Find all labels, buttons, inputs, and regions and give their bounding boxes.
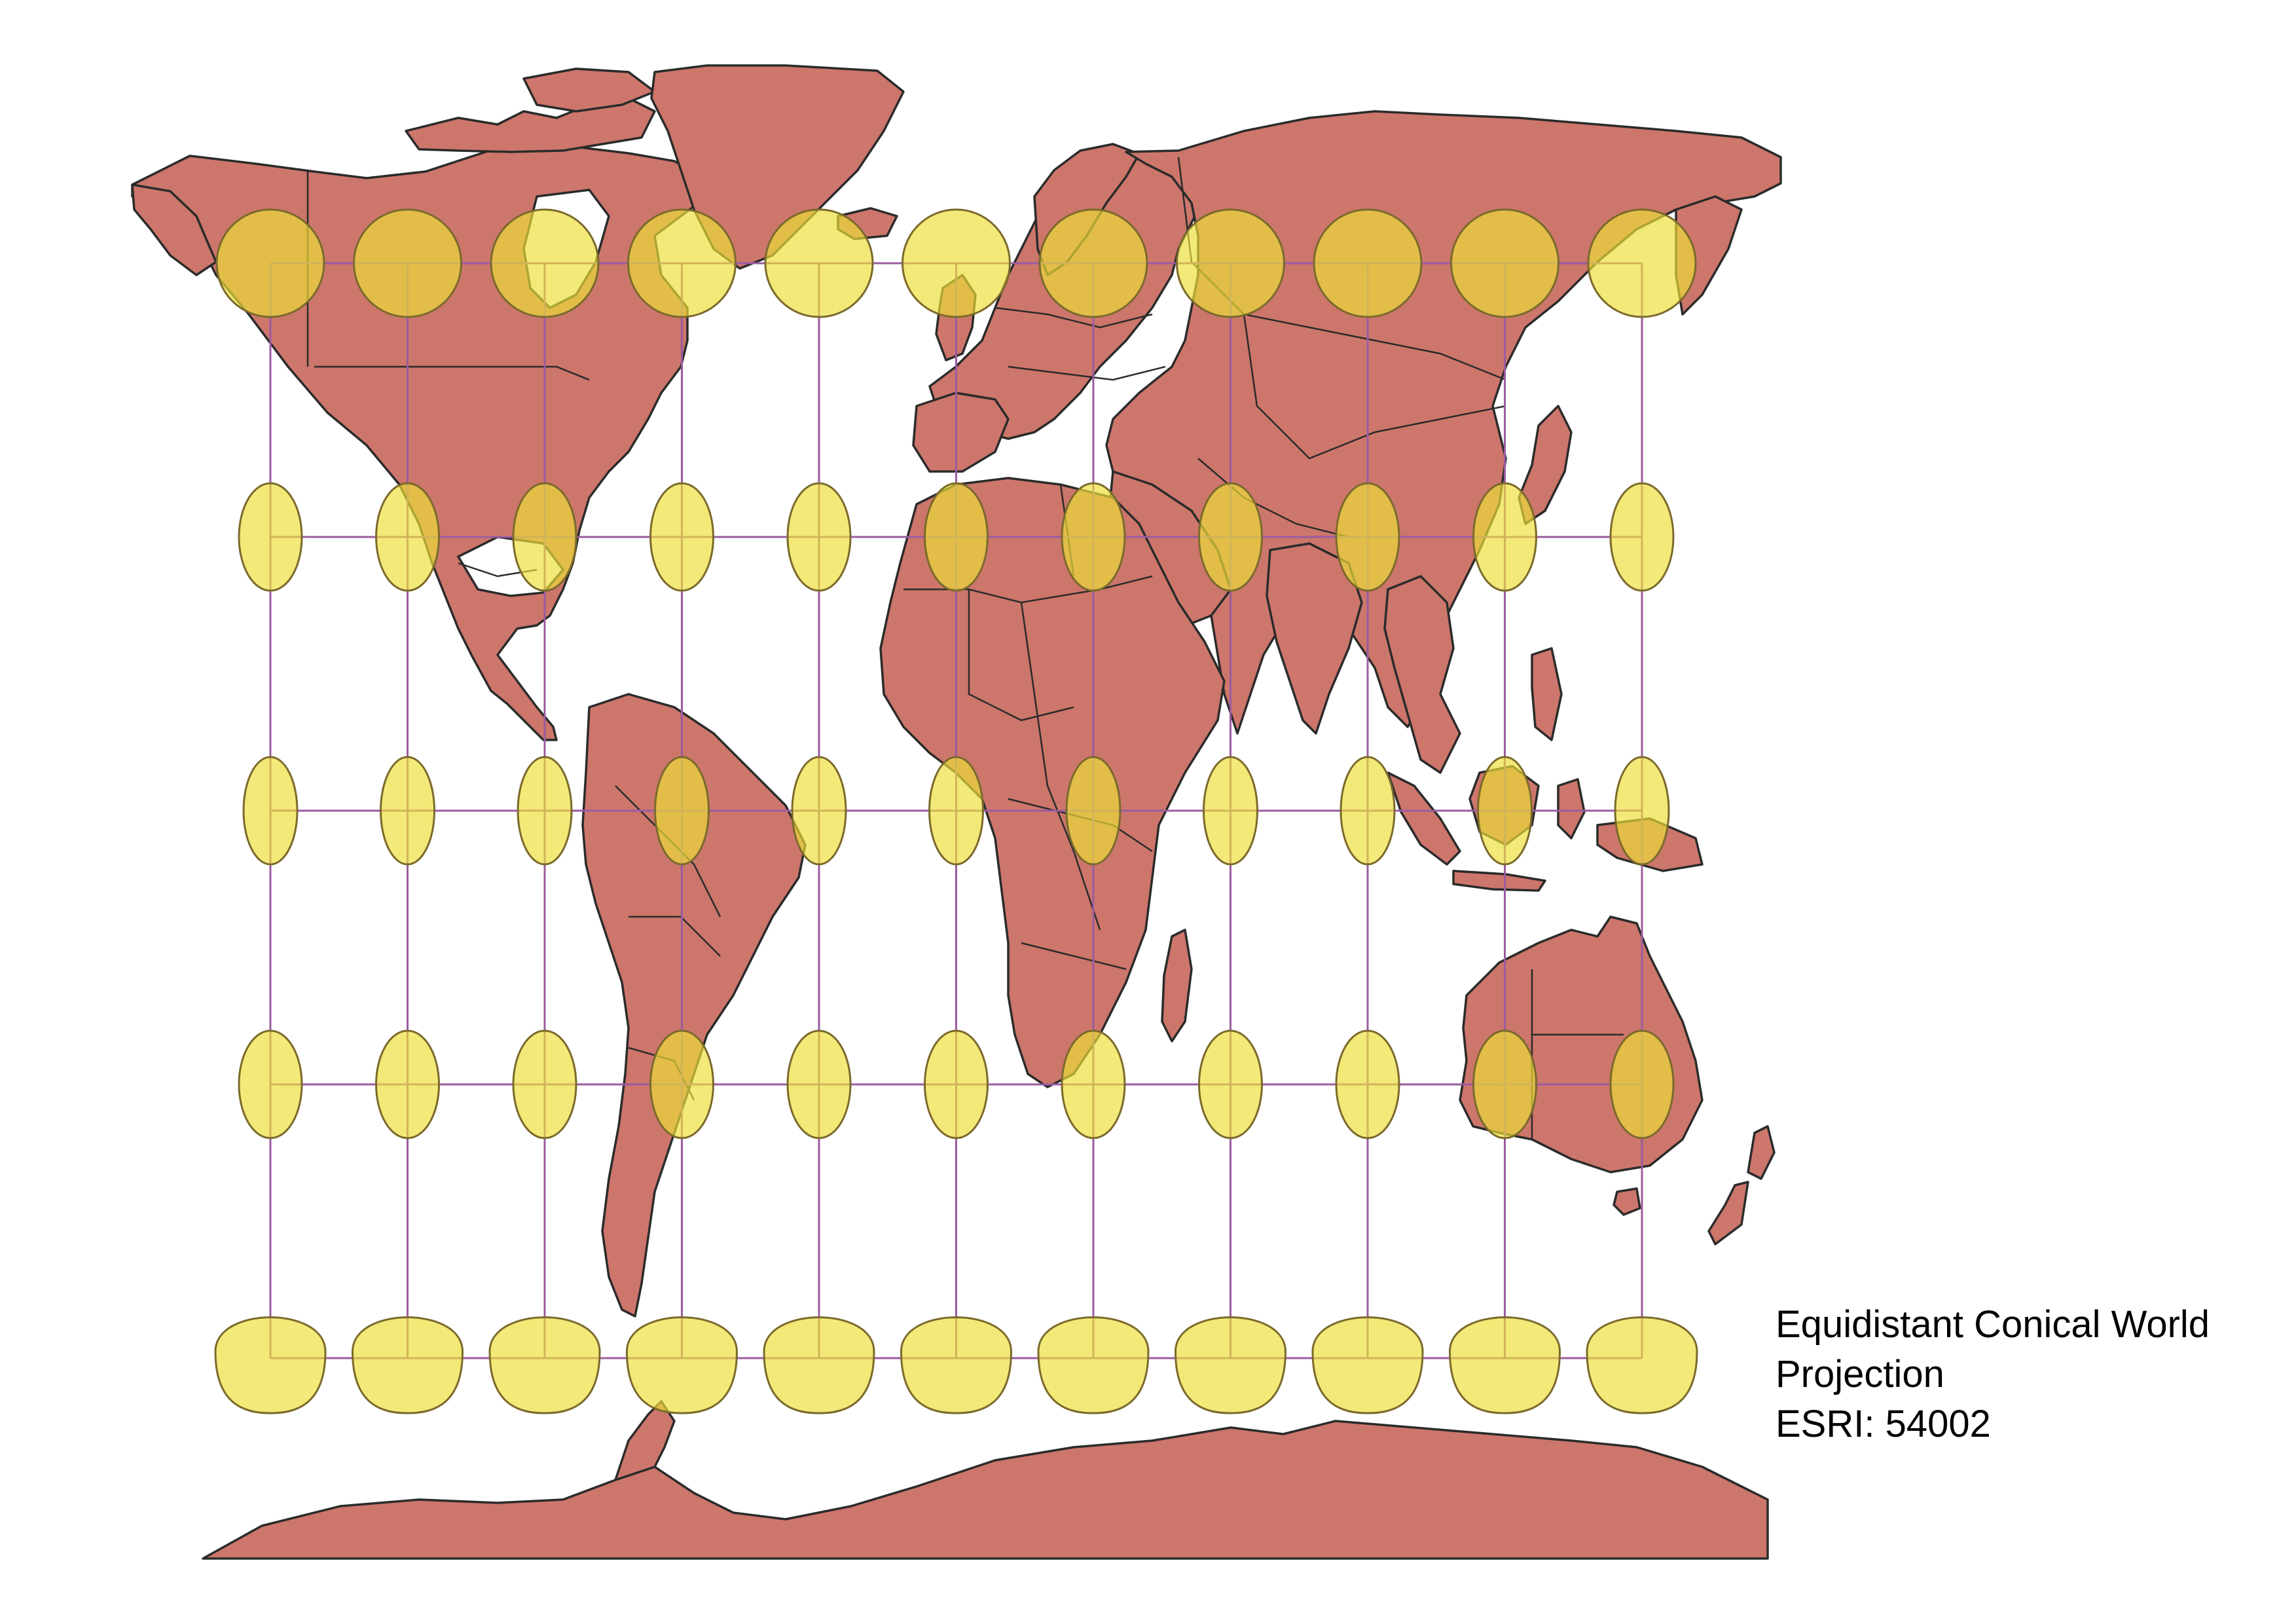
- indicatrix-lat80-lon72: [1176, 208, 1285, 318]
- indicatrix-lat40-lon72: [1198, 482, 1263, 592]
- indicatrix-lat-80-lon144: [1448, 1316, 1561, 1414]
- indicatrix-lat80-lon-180: [215, 208, 325, 318]
- indicatrix-lat0-lon144: [1477, 756, 1533, 866]
- indicatrix-lat0-lon-36: [791, 756, 847, 866]
- indicatrix-lat40-lon36: [1061, 482, 1126, 592]
- indicatrix-lat40-lon-36: [786, 482, 852, 592]
- indicatrix-lat80-lon144: [1450, 208, 1559, 318]
- indicatrix-lat0-lon-144: [380, 756, 435, 866]
- caption-line-2: Projection: [1776, 1353, 1944, 1395]
- indicatrix-lat-80-lon-36: [763, 1316, 875, 1414]
- arctic-islands: [405, 97, 656, 153]
- landmasses: [131, 64, 1782, 1560]
- iberia: [912, 392, 1010, 473]
- caption-line-3: ESRI: 54002: [1776, 1403, 1991, 1445]
- antarctic-peninsula: [614, 1400, 676, 1481]
- southeast-asia: [1383, 575, 1461, 774]
- madagascar: [1161, 929, 1193, 1043]
- indicatrix-lat-40-lon72: [1198, 1029, 1263, 1139]
- tissot-indicatrices: [214, 208, 1698, 1414]
- indicatrix-lat-40-lon-36: [786, 1029, 852, 1139]
- indicatrix-lat80-lon108: [1313, 208, 1423, 318]
- sumatra: [1387, 771, 1461, 866]
- indicatrix-lat-80-lon-108: [488, 1316, 601, 1414]
- indicatrix-lat-80-lon-72: [625, 1316, 738, 1414]
- indicatrix-lat40-lon180: [1609, 482, 1675, 592]
- indicatrix-lat0-lon0: [928, 756, 984, 866]
- indicatrix-lat40-lon-108: [512, 482, 577, 592]
- japan: [1518, 405, 1573, 525]
- indicatrix-lat80-lon-144: [353, 208, 462, 318]
- indicatrix-lat40-lon-180: [238, 482, 303, 592]
- alaska: [131, 183, 217, 276]
- philippines: [1531, 647, 1563, 741]
- indicatrix-lat-40-lon180: [1609, 1029, 1675, 1139]
- indicatrix-lat80-lon-36: [764, 208, 874, 318]
- indicatrix-lat-40-lon-72: [649, 1029, 714, 1139]
- indicatrix-lat80-lon-108: [490, 208, 600, 318]
- indicatrix-lat0-lon72: [1203, 756, 1258, 866]
- indicatrix-lat80-lon-72: [627, 208, 737, 318]
- java: [1452, 870, 1546, 892]
- indicatrix-lat-40-lon36: [1061, 1029, 1126, 1139]
- tasmania: [1613, 1187, 1641, 1216]
- indicatrix-lat-40-lon144: [1472, 1029, 1537, 1139]
- indicatrix-lat0-lon36: [1065, 756, 1121, 866]
- indicatrix-lat40-lon144: [1472, 482, 1537, 592]
- indicatrix-lat80-lon36: [1038, 208, 1148, 318]
- indicatrix-lat0-lon180: [1614, 756, 1670, 866]
- map-caption: Equidistant Conical World Projection ESR…: [1776, 1300, 2286, 1449]
- indicatrix-lat0-lon108: [1339, 756, 1396, 866]
- new-zealand: [1707, 1125, 1776, 1246]
- indicatrix-lat-80-lon-144: [351, 1316, 464, 1414]
- indicatrix-lat40-lon0: [924, 482, 989, 592]
- caption-line-1: Equidistant Conical World: [1776, 1303, 2210, 1346]
- indicatrix-lat-80-lon-180: [214, 1316, 327, 1414]
- indicatrix-lat-80-lon0: [900, 1316, 1013, 1414]
- indicatrix-lat40-lon-72: [649, 482, 714, 592]
- indicatrix-lat80-lon0: [902, 208, 1011, 318]
- indicatrix-lat40-lon108: [1335, 482, 1400, 592]
- antarctica: [202, 1420, 1769, 1560]
- indicatrix-lat0-lon-72: [654, 756, 710, 866]
- indicatrix-lat-40-lon-144: [375, 1029, 440, 1139]
- sulawesi: [1557, 778, 1586, 840]
- indicatrix-lat-80-lon180: [1586, 1316, 1698, 1414]
- indicatrix-lat40-lon-144: [375, 482, 440, 592]
- indicatrix-lat0-lon-108: [517, 756, 573, 866]
- indicatrix-lat-40-lon108: [1335, 1029, 1400, 1139]
- indicatrix-lat-40-lon-108: [512, 1029, 577, 1139]
- indicatrix-lat-80-lon72: [1174, 1316, 1287, 1414]
- indicatrix-lat0-lon-180: [242, 756, 299, 866]
- indicatrix-lat-80-lon108: [1311, 1316, 1424, 1414]
- ellesmere-island: [522, 67, 656, 113]
- indicatrix-lat-40-lon0: [924, 1029, 989, 1139]
- indicatrix-lat80-lon180: [1587, 208, 1697, 318]
- indicatrix-lat-40-lon-180: [238, 1029, 303, 1139]
- indicatrix-lat-80-lon36: [1037, 1316, 1150, 1414]
